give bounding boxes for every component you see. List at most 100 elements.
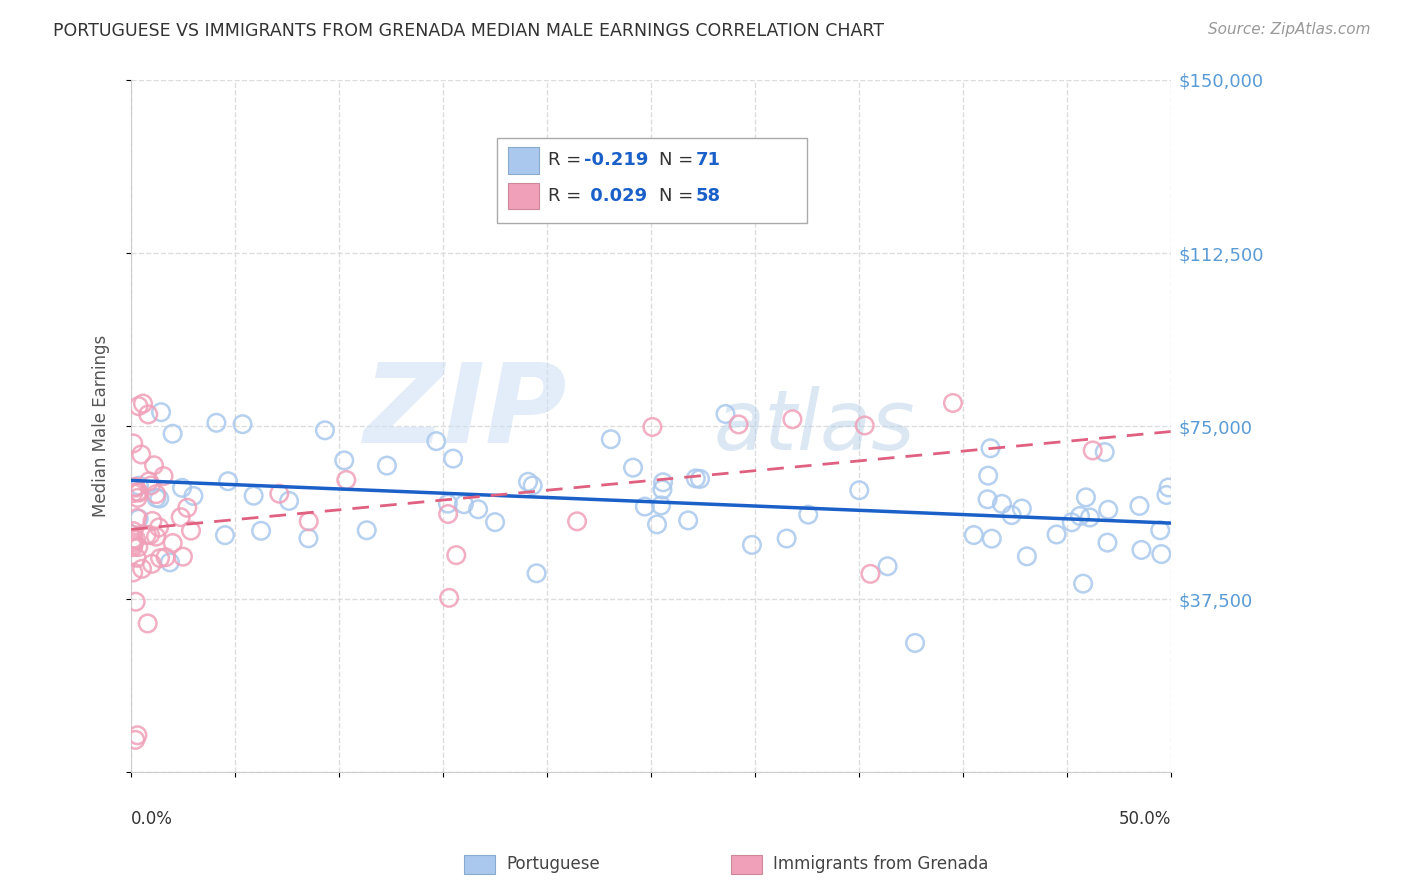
Point: [183, 489, 205, 503]
Text: 0.0%: 0.0%: [131, 810, 173, 829]
Point: [446, 548, 468, 562]
Text: 58: 58: [696, 187, 720, 205]
Point: [1011, 501, 1033, 516]
Text: Immigrants from Grenada: Immigrants from Grenada: [773, 855, 988, 873]
Text: Source: ZipAtlas.com: Source: ZipAtlas.com: [1208, 22, 1371, 37]
Point: [138, 475, 160, 489]
Point: [124, 595, 146, 609]
Point: [129, 447, 152, 461]
Point: [876, 559, 898, 574]
Text: 71: 71: [696, 152, 720, 169]
Point: [1097, 503, 1119, 517]
Text: PORTUGUESE VS IMMIGRANTS FROM GRENADA MEDIAN MALE EARNINGS CORRELATION CHART: PORTUGUESE VS IMMIGRANTS FROM GRENADA ME…: [53, 22, 884, 40]
Point: [128, 479, 150, 493]
Point: [132, 396, 155, 410]
Text: Portuguese: Portuguese: [506, 855, 600, 873]
Point: [1015, 549, 1038, 564]
Point: [205, 416, 228, 430]
Point: [652, 475, 675, 490]
Text: 50.0%: 50.0%: [1118, 810, 1171, 829]
Text: R =: R =: [548, 152, 586, 169]
Point: [122, 538, 145, 552]
Point: [565, 514, 588, 528]
Point: [122, 535, 145, 549]
Point: [775, 532, 797, 546]
Text: N =: N =: [659, 152, 699, 169]
Point: [599, 432, 621, 446]
Point: [136, 616, 159, 631]
Point: [979, 442, 1001, 456]
Point: [522, 478, 544, 492]
Point: [297, 532, 319, 546]
Text: ZIP: ZIP: [364, 359, 568, 466]
Point: [122, 566, 145, 580]
Point: [859, 566, 882, 581]
Point: [676, 513, 699, 527]
Point: [437, 507, 460, 521]
Point: [128, 485, 150, 500]
Point: [1074, 491, 1097, 505]
Point: [162, 536, 184, 550]
Point: [145, 530, 167, 544]
Point: [128, 512, 150, 526]
Point: [467, 502, 489, 516]
Point: [139, 478, 162, 492]
Point: [122, 540, 145, 554]
Point: [904, 636, 927, 650]
Point: [853, 418, 876, 433]
Point: [1156, 488, 1178, 502]
Point: [298, 514, 321, 528]
Point: [250, 524, 273, 538]
Point: [159, 555, 181, 569]
Point: [141, 557, 163, 571]
Point: [650, 499, 672, 513]
Point: [314, 423, 336, 437]
Point: [149, 551, 172, 566]
Point: [1078, 510, 1101, 524]
Point: [714, 407, 737, 421]
Point: [172, 481, 194, 495]
Point: [124, 732, 146, 747]
Point: [172, 549, 194, 564]
Point: [180, 524, 202, 538]
Point: [1060, 516, 1083, 530]
Point: [1150, 547, 1173, 561]
Point: [1071, 576, 1094, 591]
Point: [122, 486, 145, 500]
Point: [741, 538, 763, 552]
Point: [782, 412, 804, 426]
Point: [976, 492, 998, 507]
Point: [991, 497, 1014, 511]
Point: [797, 508, 820, 522]
Point: [356, 523, 378, 537]
Point: [148, 520, 170, 534]
Point: [150, 405, 173, 419]
Point: [176, 500, 198, 515]
Point: [1094, 445, 1116, 459]
Point: [1000, 508, 1022, 522]
Text: N =: N =: [659, 187, 699, 205]
Point: [278, 494, 301, 508]
Point: [1069, 508, 1091, 523]
Point: [170, 510, 193, 524]
Point: [125, 481, 148, 495]
Point: [122, 524, 145, 538]
Point: [135, 528, 157, 542]
Point: [122, 436, 145, 450]
Point: [162, 426, 184, 441]
Point: [127, 485, 149, 500]
Point: [517, 475, 540, 489]
Point: [143, 458, 166, 473]
Point: [1097, 535, 1119, 549]
Point: [437, 497, 460, 511]
Point: [1046, 527, 1069, 541]
Point: [127, 540, 149, 554]
Text: 0.029: 0.029: [585, 187, 648, 205]
Point: [641, 420, 664, 434]
Point: [141, 514, 163, 528]
Text: -0.219: -0.219: [585, 152, 648, 169]
Point: [441, 451, 464, 466]
Point: [145, 487, 167, 501]
Point: [1130, 543, 1153, 558]
Point: [942, 396, 965, 410]
